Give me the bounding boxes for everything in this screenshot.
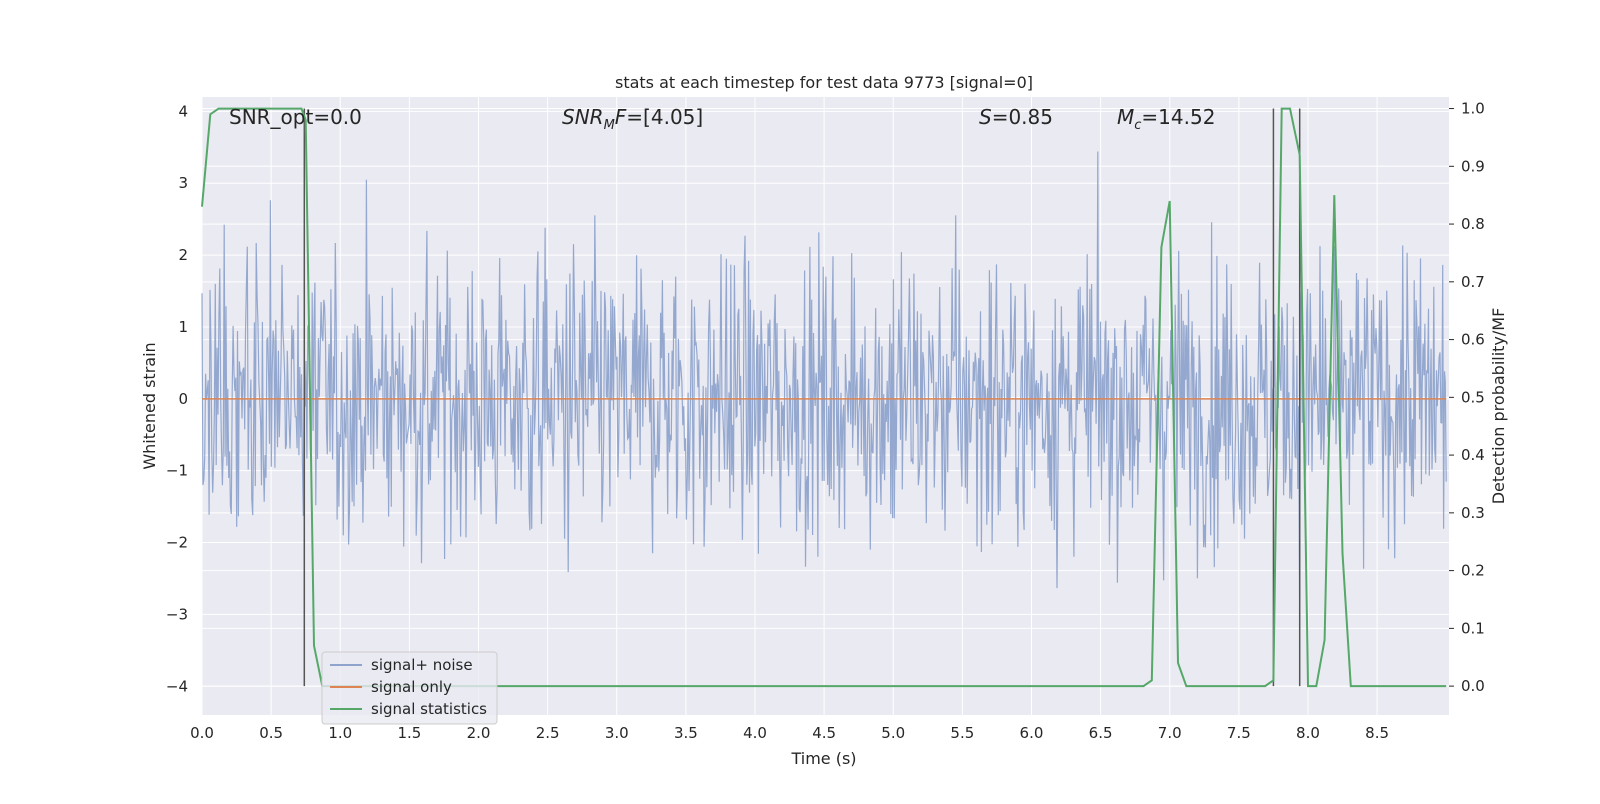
y-right-tick-label: 0.7 <box>1461 273 1485 291</box>
x-axis-ticks: 0.0 0.5 1.0 1.5 2.0 2.5 3.0 3.5 4.0 4.5 5.0 5.5 6.0 6… <box>190 724 1389 742</box>
y-right-tick-label: 0.4 <box>1461 446 1485 464</box>
y-axis-right-ticks: 1.0 0.9 0.8 0.7 0.6 0.5 0.4 0.3 0.2 0.1 0.0 <box>1449 100 1485 695</box>
legend: signal+ noise signal only signal statist… <box>321 651 498 725</box>
y-left-tick-label: −1 <box>166 462 188 480</box>
y-axis-right-label: Detection probability/MF <box>1489 308 1508 505</box>
annotation-s: S=0.85 <box>979 105 1053 129</box>
y-right-tick-label: 0.2 <box>1461 562 1485 580</box>
legend-label-signal-statistics: signal statistics <box>371 700 487 718</box>
y-left-tick-label: 2 <box>178 246 188 264</box>
legend-label-signal-noise: signal+ noise <box>371 656 473 674</box>
x-tick-label: 5.0 <box>881 724 905 742</box>
statistics-line <box>201 107 1447 688</box>
x-tick-label: 8.0 <box>1296 724 1320 742</box>
x-tick-label: 7.0 <box>1158 724 1182 742</box>
x-tick-label: 6.0 <box>1020 724 1044 742</box>
y-right-tick-label: 1.0 <box>1461 100 1485 118</box>
x-tick-label: 3.5 <box>674 724 698 742</box>
y-left-tick-label: −3 <box>166 605 188 623</box>
x-tick-label: 5.5 <box>950 724 974 742</box>
noise-line <box>201 151 1447 599</box>
y-left-tick-label: −2 <box>166 534 188 552</box>
legend-label-signal-only: signal only <box>371 678 452 696</box>
y-left-tick-label: 0 <box>178 390 188 408</box>
x-tick-label: 3.0 <box>605 724 629 742</box>
y-right-tick-label: 0.5 <box>1461 388 1485 406</box>
x-tick-label: 7.5 <box>1227 724 1251 742</box>
x-tick-label: 4.5 <box>812 724 836 742</box>
x-tick-label: 8.5 <box>1365 724 1389 742</box>
y-right-tick-label: 0.9 <box>1461 157 1485 175</box>
annotation-mc: Mc=14.52 <box>1117 105 1215 133</box>
y-right-tick-label: 0.8 <box>1461 215 1485 233</box>
x-tick-label: 2.5 <box>536 724 560 742</box>
x-tick-label: 4.0 <box>743 724 767 742</box>
x-axis-label: Time (s) <box>790 749 856 768</box>
annotations: SNR_opt=0.0 SNRMF=[4.05] S=0.85 Mc=14.52 <box>229 105 1215 133</box>
y-right-tick-label: 0.6 <box>1461 331 1485 349</box>
annotation-snr-opt: SNR_opt=0.0 <box>229 105 362 129</box>
annotation-snr-mf: SNRMF=[4.05] <box>562 105 703 133</box>
plot-area <box>202 97 1449 715</box>
chart-title: stats at each timestep for test data 977… <box>615 73 1033 92</box>
y-axis-left-label: Whitened strain <box>140 342 159 469</box>
series-signal-noise <box>201 151 1447 599</box>
x-tick-label: 0.5 <box>259 724 283 742</box>
legend-box <box>321 651 498 725</box>
series-signal-statistics <box>201 107 1447 688</box>
y-left-tick-label: 4 <box>178 102 188 120</box>
y-left-tick-label: 1 <box>178 318 188 336</box>
y-left-tick-label: −4 <box>166 677 188 695</box>
x-tick-label: 1.0 <box>328 724 352 742</box>
x-tick-label: 1.5 <box>397 724 421 742</box>
y-axis-left-ticks: 4 3 2 1 0 −1 −2 −3 −4 <box>166 102 188 695</box>
y-left-tick-label: 3 <box>178 174 188 192</box>
x-tick-label: 6.5 <box>1089 724 1113 742</box>
y-right-tick-label: 0.0 <box>1461 677 1485 695</box>
y-right-tick-label: 0.3 <box>1461 504 1485 522</box>
y-right-tick-label: 0.1 <box>1461 619 1485 637</box>
x-tick-label: 2.0 <box>467 724 491 742</box>
x-tick-label: 0.0 <box>190 724 214 742</box>
